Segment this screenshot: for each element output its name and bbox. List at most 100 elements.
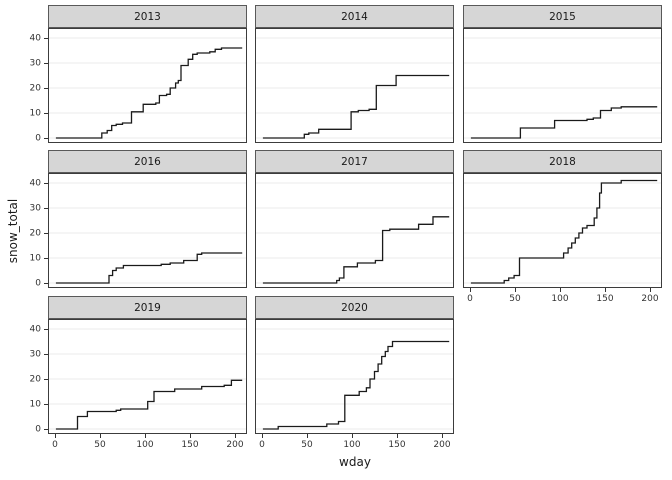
x-axis-tick-mark [397,434,398,438]
facet-panel [255,28,454,143]
step-line [470,179,658,284]
step-line [55,47,243,139]
step-line [55,379,243,430]
facet-strip-label: 2013 [134,10,161,23]
x-tick-label: 150 [388,440,406,450]
facet-strip-label: 2016 [134,155,161,168]
panel-background [48,173,247,288]
x-axis-tick-mark [262,434,263,438]
x-axis-tick-mark [650,288,651,292]
x-axis-tick-mark [145,434,146,438]
panel-border [463,28,662,143]
step-line [262,216,450,284]
panel-border [255,173,454,288]
y-axis-tick-mark [44,208,48,209]
x-axis-tick-mark [560,288,561,292]
facet-strip-label: 2014 [341,10,368,23]
panel-border [255,28,454,143]
x-tick-label: 100 [551,294,569,304]
x-axis-tick-mark [190,434,191,438]
y-tick-label: 30 [29,349,41,360]
facet-strip-label: 2015 [549,10,576,23]
x-tick-label: 150 [181,440,199,450]
x-axis-title: wday [339,455,371,469]
x-axis-tick-mark [605,288,606,292]
y-tick-label: 0 [35,133,41,144]
y-tick-label: 40 [29,178,41,189]
step-line [55,252,243,284]
x-axis-tick-mark [100,434,101,438]
panel-border [463,173,662,288]
facet-strip: 2015 [463,5,662,28]
step-line [470,106,658,139]
step-line [262,340,450,430]
facet-panel [463,173,662,288]
facet-strip-label: 2019 [134,301,161,314]
facet-strip-label: 2017 [341,155,368,168]
x-tick-label: 200 [226,440,244,450]
panel-border [48,173,247,288]
y-tick-label: 10 [29,399,41,410]
x-tick-label: 200 [433,440,451,450]
facet-panel [463,28,662,143]
x-tick-label: 50 [94,440,106,450]
y-tick-label: 30 [29,58,41,69]
y-axis-tick-mark [44,233,48,234]
facet-strip: 2017 [255,150,454,173]
y-axis-tick-mark [44,113,48,114]
x-axis-tick-mark [352,434,353,438]
x-tick-label: 100 [343,440,361,450]
step-line [262,74,450,139]
panel-background [255,28,454,143]
y-axis-tick-mark [44,183,48,184]
y-axis-tick-mark [44,63,48,64]
facet-panel [255,173,454,288]
panel-background [255,319,454,434]
x-axis-tick-mark [55,434,56,438]
y-tick-label: 40 [29,324,41,335]
y-axis-tick-mark [44,429,48,430]
facet-strip-label: 2018 [549,155,576,168]
panel-background [463,173,662,288]
y-tick-label: 10 [29,108,41,119]
panel-background [48,319,247,434]
x-axis-tick-mark [470,288,471,292]
panel-background [463,28,662,143]
x-tick-label: 150 [596,294,614,304]
facet-panel [255,319,454,434]
y-tick-label: 20 [29,83,41,94]
panel-background [255,173,454,288]
x-axis-tick-mark [307,434,308,438]
facet-panel [48,173,247,288]
x-tick-label: 50 [509,294,521,304]
y-axis-tick-mark [44,379,48,380]
y-tick-label: 20 [29,228,41,239]
y-axis-tick-mark [44,88,48,89]
facet-strip: 2018 [463,150,662,173]
panel-border [48,319,247,434]
panel-border [255,319,454,434]
facet-panel [48,28,247,143]
x-tick-label: 100 [136,440,154,450]
facet-strip: 2014 [255,5,454,28]
y-axis-tick-mark [44,38,48,39]
x-tick-label: 200 [641,294,659,304]
y-tick-label: 10 [29,253,41,264]
panel-background [48,28,247,143]
y-tick-label: 0 [35,278,41,289]
y-tick-label: 0 [35,424,41,435]
x-axis-tick-mark [442,434,443,438]
y-axis-tick-mark [44,283,48,284]
x-axis-tick-mark [235,434,236,438]
facet-strip: 2020 [255,296,454,319]
facet-strip: 2019 [48,296,247,319]
y-axis-tick-mark [44,354,48,355]
x-axis-tick-mark [515,288,516,292]
y-axis-tick-mark [44,258,48,259]
x-tick-label: 50 [301,440,313,450]
y-tick-label: 40 [29,33,41,44]
facet-strip-label: 2020 [341,301,368,314]
y-tick-label: 20 [29,374,41,385]
facet-strip: 2013 [48,5,247,28]
